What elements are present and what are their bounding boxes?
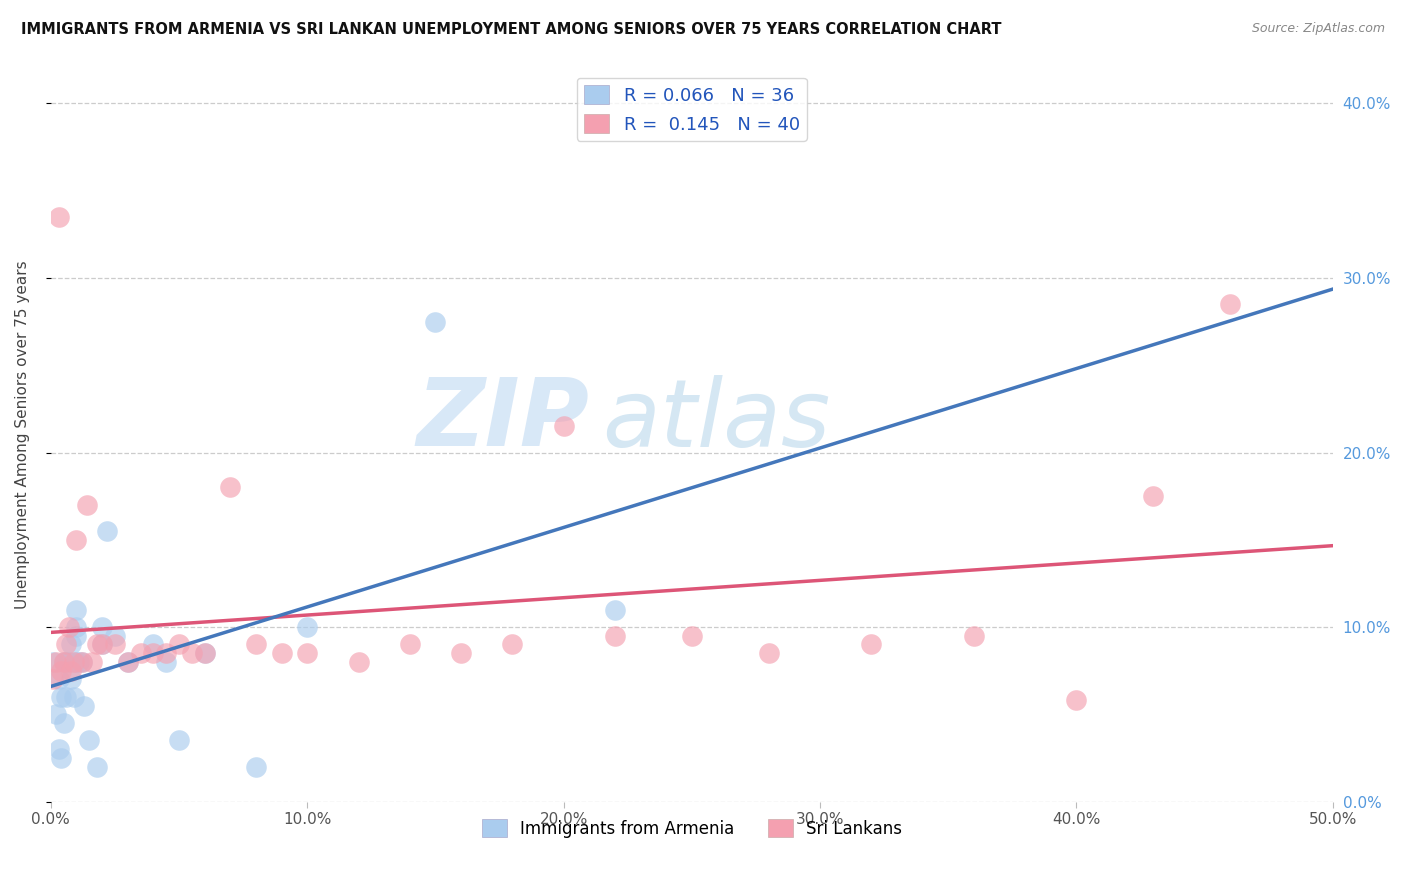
Point — [155, 655, 177, 669]
Point — [48, 742, 70, 756]
Point — [91, 638, 114, 652]
Point — [42, 673, 65, 687]
Point — [450, 646, 472, 660]
Point — [425, 315, 447, 329]
Point — [55, 655, 77, 669]
Point — [42, 655, 65, 669]
Point — [65, 629, 87, 643]
Y-axis label: Unemployment Among Seniors over 75 years: Unemployment Among Seniors over 75 years — [15, 260, 30, 609]
Point — [86, 638, 108, 652]
Point — [63, 655, 86, 669]
Point — [96, 524, 118, 538]
Legend: Immigrants from Armenia, Sri Lankans: Immigrants from Armenia, Sri Lankans — [475, 813, 908, 845]
Point — [245, 638, 267, 652]
Point — [297, 620, 319, 634]
Point — [501, 638, 523, 652]
Point — [45, 655, 67, 669]
Text: IMMIGRANTS FROM ARMENIA VS SRI LANKAN UNEMPLOYMENT AMONG SENIORS OVER 75 YEARS C: IMMIGRANTS FROM ARMENIA VS SRI LANKAN UN… — [21, 22, 1001, 37]
Point — [681, 629, 703, 643]
Point — [80, 655, 103, 669]
Point — [129, 646, 152, 660]
Point — [1142, 489, 1164, 503]
Point — [60, 664, 83, 678]
Text: atlas: atlas — [602, 375, 831, 466]
Point — [67, 655, 90, 669]
Point — [155, 646, 177, 660]
Text: ZIP: ZIP — [416, 375, 589, 467]
Point — [117, 655, 139, 669]
Point — [104, 638, 127, 652]
Point — [65, 620, 87, 634]
Point — [194, 646, 217, 660]
Point — [55, 690, 77, 704]
Point — [49, 751, 72, 765]
Point — [167, 638, 190, 652]
Point — [398, 638, 420, 652]
Point — [63, 690, 86, 704]
Point — [91, 638, 114, 652]
Point — [603, 602, 626, 616]
Point — [58, 620, 80, 634]
Point — [58, 655, 80, 669]
Point — [347, 655, 370, 669]
Point — [167, 733, 190, 747]
Point — [142, 646, 165, 660]
Point — [49, 664, 72, 678]
Point — [104, 629, 127, 643]
Point — [60, 638, 83, 652]
Point — [219, 480, 242, 494]
Point — [49, 690, 72, 704]
Point — [79, 733, 101, 747]
Text: Source: ZipAtlas.com: Source: ZipAtlas.com — [1251, 22, 1385, 36]
Point — [91, 620, 114, 634]
Point — [55, 638, 77, 652]
Point — [65, 602, 87, 616]
Point — [270, 646, 292, 660]
Point — [76, 498, 98, 512]
Point — [860, 638, 883, 652]
Point — [603, 629, 626, 643]
Point — [73, 698, 96, 713]
Point — [1066, 693, 1088, 707]
Point — [297, 646, 319, 660]
Point — [70, 655, 93, 669]
Point — [70, 655, 93, 669]
Point — [45, 707, 67, 722]
Point — [758, 646, 780, 660]
Point — [142, 638, 165, 652]
Point — [52, 655, 75, 669]
Point — [1219, 297, 1241, 311]
Point — [48, 210, 70, 224]
Point — [52, 655, 75, 669]
Point — [245, 759, 267, 773]
Point — [60, 673, 83, 687]
Point — [65, 655, 87, 669]
Point — [963, 629, 986, 643]
Point — [48, 673, 70, 687]
Point — [86, 759, 108, 773]
Point — [117, 655, 139, 669]
Point — [65, 533, 87, 547]
Point — [52, 716, 75, 731]
Point — [553, 419, 575, 434]
Point — [194, 646, 217, 660]
Point — [180, 646, 202, 660]
